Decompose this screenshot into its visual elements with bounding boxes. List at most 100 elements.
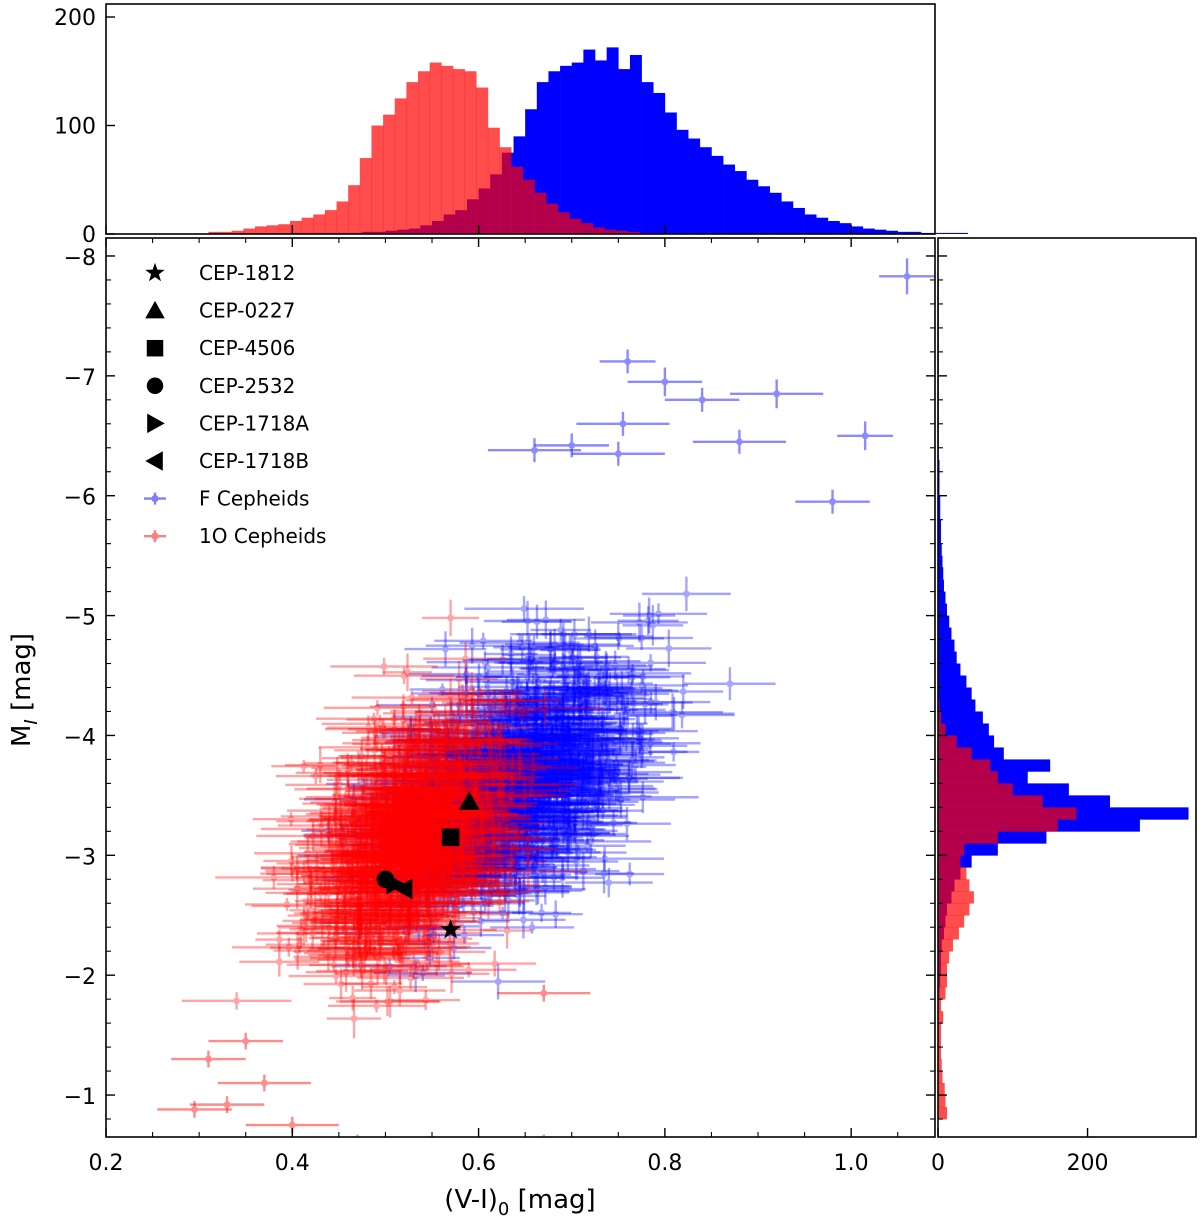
histogram-bar bbox=[592, 227, 605, 234]
f-cepheid-point bbox=[492, 746, 580, 763]
data-point bbox=[458, 815, 466, 823]
f-cepheid-point bbox=[518, 836, 586, 861]
data-point bbox=[614, 450, 622, 458]
data-point bbox=[429, 860, 436, 868]
data-point bbox=[478, 892, 486, 900]
f-cepheid-point bbox=[386, 856, 451, 869]
data-point bbox=[548, 779, 556, 787]
f-cepheid-point bbox=[491, 824, 585, 856]
histogram-bar bbox=[301, 217, 314, 234]
data-point bbox=[579, 807, 587, 815]
f-cepheid-point bbox=[545, 650, 666, 688]
data-point bbox=[483, 841, 491, 848]
data-point bbox=[469, 864, 477, 872]
data-point bbox=[618, 687, 626, 694]
data-point bbox=[655, 610, 662, 618]
f-cepheid-point bbox=[456, 745, 524, 774]
histogram-bar bbox=[932, 232, 945, 234]
histogram-bar bbox=[536, 82, 549, 234]
data-point bbox=[528, 799, 536, 807]
histogram-bar bbox=[208, 231, 221, 234]
data-point bbox=[446, 752, 454, 760]
f-cepheid-point bbox=[446, 692, 564, 716]
f-cepheid-point bbox=[449, 867, 501, 886]
data-point bbox=[481, 867, 489, 875]
f-cepheid-point bbox=[493, 770, 611, 796]
histogram-bar bbox=[571, 62, 584, 235]
f-cepheid-point bbox=[398, 846, 467, 882]
data-point bbox=[554, 720, 561, 727]
data-point bbox=[529, 668, 537, 675]
f-cepheid-point bbox=[469, 724, 527, 740]
f-cepheid-point bbox=[609, 603, 708, 625]
data-point bbox=[611, 771, 618, 779]
data-point bbox=[531, 446, 538, 454]
data-point bbox=[501, 860, 509, 868]
data-point bbox=[502, 698, 509, 706]
f-cepheid-point bbox=[469, 824, 558, 853]
data-point bbox=[624, 358, 632, 365]
f-cepheid-point bbox=[519, 654, 636, 683]
f-cepheid-point bbox=[410, 853, 530, 867]
f-cepheid-point bbox=[463, 779, 569, 814]
data-point bbox=[508, 757, 516, 765]
data-point bbox=[570, 756, 577, 763]
data-point bbox=[514, 711, 522, 719]
histogram-bar bbox=[546, 203, 559, 234]
f-cepheid-point bbox=[486, 722, 571, 756]
f-cepheid-point bbox=[500, 756, 558, 782]
data-point bbox=[639, 793, 647, 801]
data-point bbox=[275, 936, 283, 944]
histogram-bar bbox=[476, 87, 489, 234]
data-point bbox=[609, 744, 617, 751]
f-cepheid-point bbox=[455, 663, 503, 691]
data-point bbox=[576, 657, 584, 665]
f-cepheid-point bbox=[451, 831, 561, 847]
data-point bbox=[550, 800, 558, 808]
histogram-bar bbox=[348, 185, 361, 234]
f-cepheid-point bbox=[501, 757, 581, 777]
data-point bbox=[583, 842, 591, 850]
f-cepheid-point bbox=[460, 835, 515, 854]
f-cepheid-point bbox=[525, 628, 584, 661]
histogram-bar bbox=[278, 224, 291, 234]
data-point bbox=[545, 808, 552, 816]
data-point bbox=[545, 782, 553, 790]
histogram-bar bbox=[595, 60, 607, 234]
f-cepheid-point bbox=[452, 858, 501, 894]
data-point bbox=[446, 785, 453, 793]
f-cepheid-point bbox=[509, 706, 602, 730]
data-point bbox=[572, 758, 580, 766]
data-point bbox=[454, 851, 462, 859]
f-cepheid-point bbox=[448, 889, 516, 902]
data-point bbox=[478, 873, 486, 881]
f-cepheid-point bbox=[487, 664, 568, 690]
f-cepheid-point bbox=[586, 687, 649, 704]
f-cepheid-point bbox=[465, 719, 531, 744]
f-cepheid-point bbox=[531, 733, 600, 763]
f-cepheid-point bbox=[485, 823, 602, 845]
f-cepheid-point bbox=[426, 778, 476, 809]
cepheid-error-bar-cloud bbox=[157, 258, 935, 1137]
data-point bbox=[471, 873, 479, 880]
data-point bbox=[612, 785, 620, 792]
f-cepheid-point bbox=[466, 783, 514, 809]
data-point bbox=[494, 728, 502, 736]
data-point bbox=[566, 646, 574, 654]
f-cepheid-point bbox=[332, 958, 447, 974]
data-point bbox=[471, 747, 479, 755]
f-cepheid-point bbox=[493, 740, 547, 775]
histogram-bar bbox=[534, 192, 547, 234]
f-cepheid-point bbox=[456, 870, 565, 886]
f-cepheid-point bbox=[554, 760, 648, 797]
f-cepheid-point bbox=[486, 691, 560, 724]
histogram-bar bbox=[359, 158, 372, 234]
data-point bbox=[553, 836, 560, 844]
f-cepheid-point bbox=[456, 852, 554, 876]
data-point bbox=[556, 747, 564, 755]
data-point bbox=[444, 738, 452, 745]
data-point bbox=[526, 701, 534, 709]
f-cepheid-point bbox=[463, 770, 573, 795]
data-point bbox=[571, 812, 579, 820]
f-cepheid-point bbox=[452, 806, 519, 839]
